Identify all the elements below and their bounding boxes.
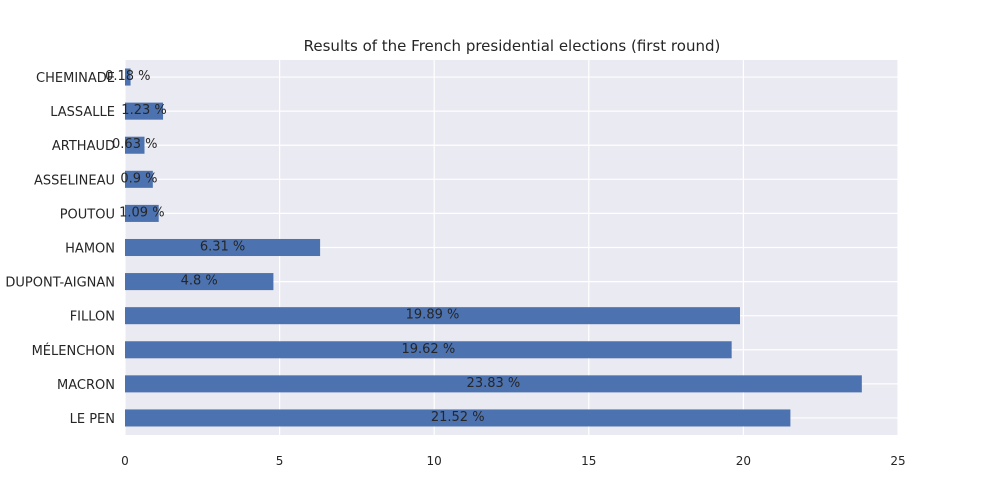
bar	[125, 170, 153, 188]
bar-value-label: 0.18 %	[105, 69, 150, 84]
bar-value-label: 23.83 %	[467, 376, 521, 391]
bar-value-label: 19.89 %	[406, 308, 460, 323]
bar	[125, 136, 145, 154]
category-label: POUTOU	[60, 207, 115, 222]
category-label: ASSELINEAU	[34, 173, 115, 188]
bar-value-label: 21.52 %	[431, 410, 485, 425]
bars	[125, 68, 862, 427]
chart-title: Results of the French presidential elect…	[304, 37, 721, 55]
y-axis-labels: LE PEN MACRON MÉLENCHON FILLON DUPONT-AIGNAN…	[5, 71, 115, 427]
x-tick-label: 20	[736, 454, 751, 468]
bar-value-label: 1.09 %	[119, 205, 164, 220]
category-label: LASSALLE	[50, 105, 115, 120]
bar	[125, 68, 131, 86]
category-label: MACRON	[57, 378, 115, 393]
category-label: LE PEN	[70, 412, 115, 427]
x-tick-label: 10	[427, 454, 442, 468]
data-labels: 21.52 % 23.83 % 19.62 % 19.89 % 4.8 % 6.31 % 1…	[105, 69, 520, 425]
bar	[125, 238, 321, 257]
bar-value-label: 0.9 %	[120, 171, 157, 186]
category-label: MÉLENCHON	[32, 343, 115, 359]
bar	[125, 307, 740, 325]
x-tick-label: 0	[121, 454, 129, 468]
bar-value-label: 1.23 %	[121, 103, 166, 118]
bar	[125, 409, 791, 427]
bar-value-label: 6.31 %	[200, 240, 245, 255]
bar	[125, 204, 159, 222]
bar	[125, 341, 732, 359]
x-tick-label: 5	[276, 454, 284, 468]
category-label: CHEMINADE	[36, 71, 115, 86]
bar-value-label: 4.8 %	[181, 274, 218, 289]
category-label: FILLON	[70, 310, 115, 325]
bar	[125, 273, 274, 291]
x-tick-label: 25	[890, 454, 905, 468]
category-label: ARTHAUD	[52, 139, 115, 154]
bar	[125, 102, 164, 120]
category-label: HAMON	[65, 242, 115, 257]
bar	[125, 375, 862, 393]
bar-value-label: 0.63 %	[112, 137, 157, 152]
x-tick-label: 15	[581, 454, 596, 468]
category-label: DUPONT-AIGNAN	[5, 276, 115, 291]
bar-value-label: 19.62 %	[401, 342, 455, 357]
x-axis-ticks: 0 5 10 15 20 25	[121, 454, 905, 468]
